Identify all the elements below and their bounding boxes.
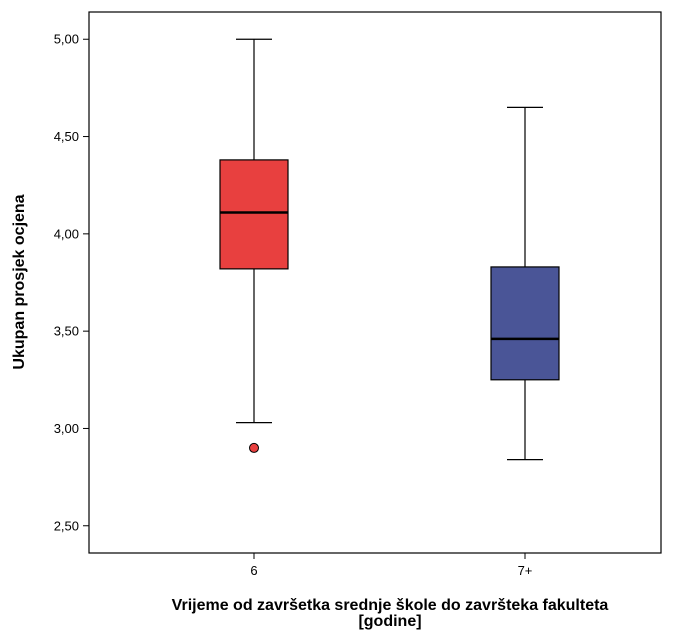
plot-frame [88,11,662,554]
y-tick-label-5: 2,50 [54,518,79,533]
box-0 [219,159,289,270]
box-1 [490,266,560,381]
y-tick-label-0: 5,00 [54,32,79,47]
y-tick-label-4: 3,00 [54,421,79,436]
y-tick-label-1: 4,50 [54,129,79,144]
y-axis-title: Ukupan prosjek ocjena [11,194,28,369]
x-axis-title-line2: [godine] [358,613,421,630]
y-tick-label-2: 4,00 [54,226,79,241]
x-tick-label-0: 6 [250,563,257,578]
x-tick-label-1: 7+ [518,563,533,578]
y-tick-label-3: 3,50 [54,324,79,339]
outlier-0-0 [249,442,259,453]
x-axis-title-line1: Vrijeme od završetka srednje škole do za… [172,597,609,614]
